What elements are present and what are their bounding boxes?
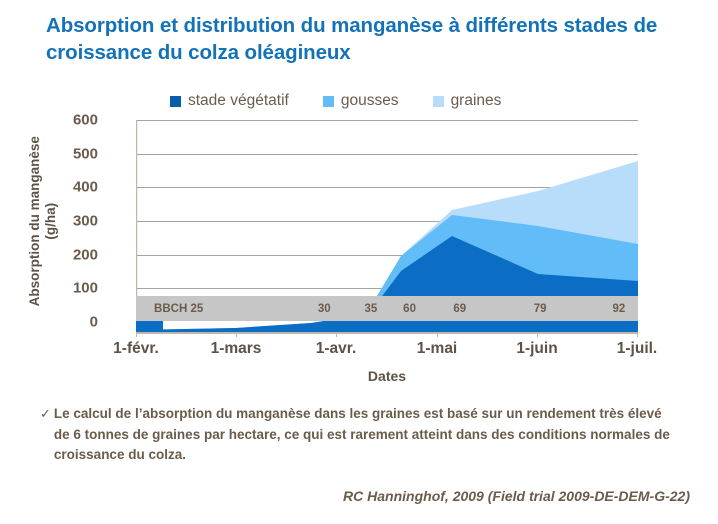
legend-swatch-stade-vegetatif xyxy=(170,95,181,107)
y-tick-500: 500 xyxy=(72,145,98,163)
y-tick-200: 200 xyxy=(72,246,98,264)
bbch-label-35: 35 xyxy=(364,302,378,315)
x-axis-line xyxy=(136,332,638,334)
x-tick-label-mai: 1-mai xyxy=(416,340,458,357)
y-tick-100: 100 xyxy=(72,279,98,297)
bbch-label-60: 60 xyxy=(403,302,416,315)
page-title: Absorption et distribution du manganèse … xyxy=(46,14,658,65)
bbch-label-30: 30 xyxy=(317,302,331,315)
y-tick-400: 400 xyxy=(72,178,98,196)
x-tick-label-mars: 1-mars xyxy=(210,340,262,357)
x-tick-label-fevr: 1-févr. xyxy=(113,340,159,357)
y-tick-600: 600 xyxy=(72,111,98,129)
bbch-label-79: 79 xyxy=(533,302,547,315)
bbch-label-92: 92 xyxy=(612,302,626,315)
legend-label-stade-vegetatif: stade végétatif xyxy=(188,92,289,109)
x-axis-title: Dates xyxy=(367,368,407,384)
legend-item-graines: graines xyxy=(432,92,502,110)
y-tick-0: 0 xyxy=(89,313,98,331)
source-credit: RC Hanninghof, 2009 (Field trial 2009-DE… xyxy=(343,488,690,504)
x-tick-mark-1 xyxy=(236,332,237,337)
x-tick-mark-4 xyxy=(537,332,538,337)
x-tick-label-avr: 1-avr. xyxy=(315,340,357,357)
legend-label-graines: graines xyxy=(450,92,502,109)
legend-item-gousses: gousses xyxy=(322,92,399,110)
bbch-label-25: BBCH 25 xyxy=(154,302,204,315)
x-tick-label-juil: 1-juil. xyxy=(616,340,658,357)
bbch-label-69: 69 xyxy=(453,302,467,315)
chart-legend: stade végétatif gousses graines xyxy=(170,90,590,112)
y-tick-300: 300 xyxy=(72,212,98,230)
footnote-text: Le calcul de l’absorption du manganèse d… xyxy=(53,406,670,463)
checkmark-icon: ✓ xyxy=(40,406,51,421)
legend-swatch-graines xyxy=(432,95,444,107)
chart-area: Absorption du manganèse (g/ha) 600 500 4… xyxy=(0,110,718,390)
legend-swatch-gousses xyxy=(322,95,334,107)
x-tick-mark-2 xyxy=(336,332,337,337)
x-tick-label-juin: 1-juin xyxy=(516,340,558,357)
x-tick-mark-0 xyxy=(136,332,137,337)
y-axis-ticks: 600 500 400 300 200 100 0 xyxy=(52,110,98,331)
bbch-stage-band: BBCH 25 30 35 60 69 79 92 xyxy=(136,296,638,321)
legend-item-stade-vegetatif: stade végétatif xyxy=(170,92,289,110)
x-tick-mark-3 xyxy=(437,332,438,337)
footnote: ✓ Le calcul de l’absorption du manganèse… xyxy=(40,404,680,466)
x-tick-mark-5 xyxy=(637,332,638,337)
legend-label-gousses: gousses xyxy=(340,92,399,109)
